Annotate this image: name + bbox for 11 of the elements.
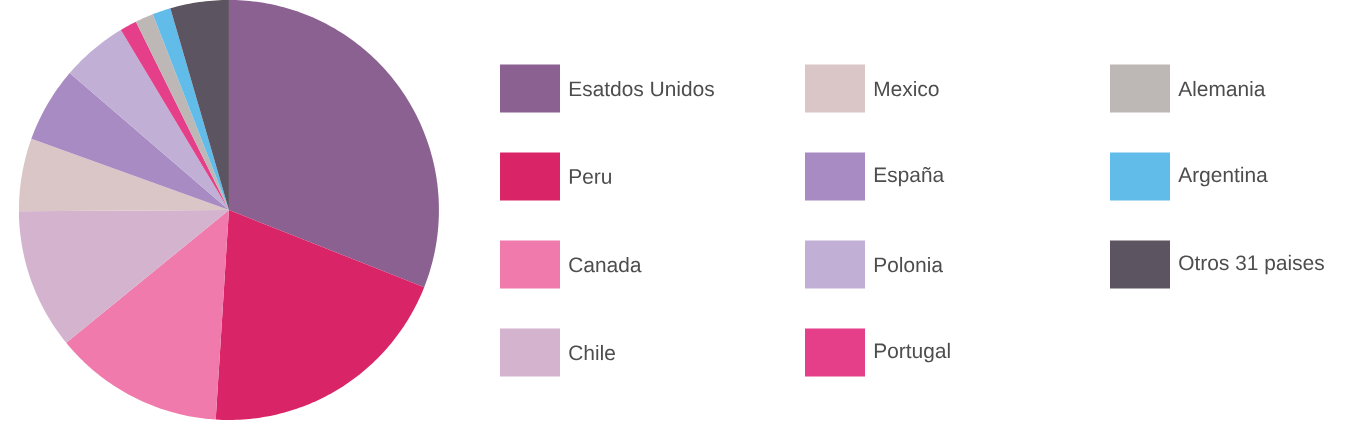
legend-label: Peru	[569, 169, 612, 185]
legend-label: Chile	[569, 345, 615, 361]
legend-label: Esatdos Unidos	[569, 81, 714, 97]
legend-label: Argentina	[1178, 167, 1268, 187]
legend-label: España	[874, 167, 945, 187]
legend-label: Mexico	[874, 81, 939, 97]
legend-label: Alemania	[1178, 81, 1266, 97]
legend-label: Otros 31 paises	[1179, 255, 1324, 275]
legend-label: Portugal	[874, 343, 950, 363]
legend-label: Polonia	[874, 257, 943, 273]
legend-label: Canada	[569, 257, 642, 273]
